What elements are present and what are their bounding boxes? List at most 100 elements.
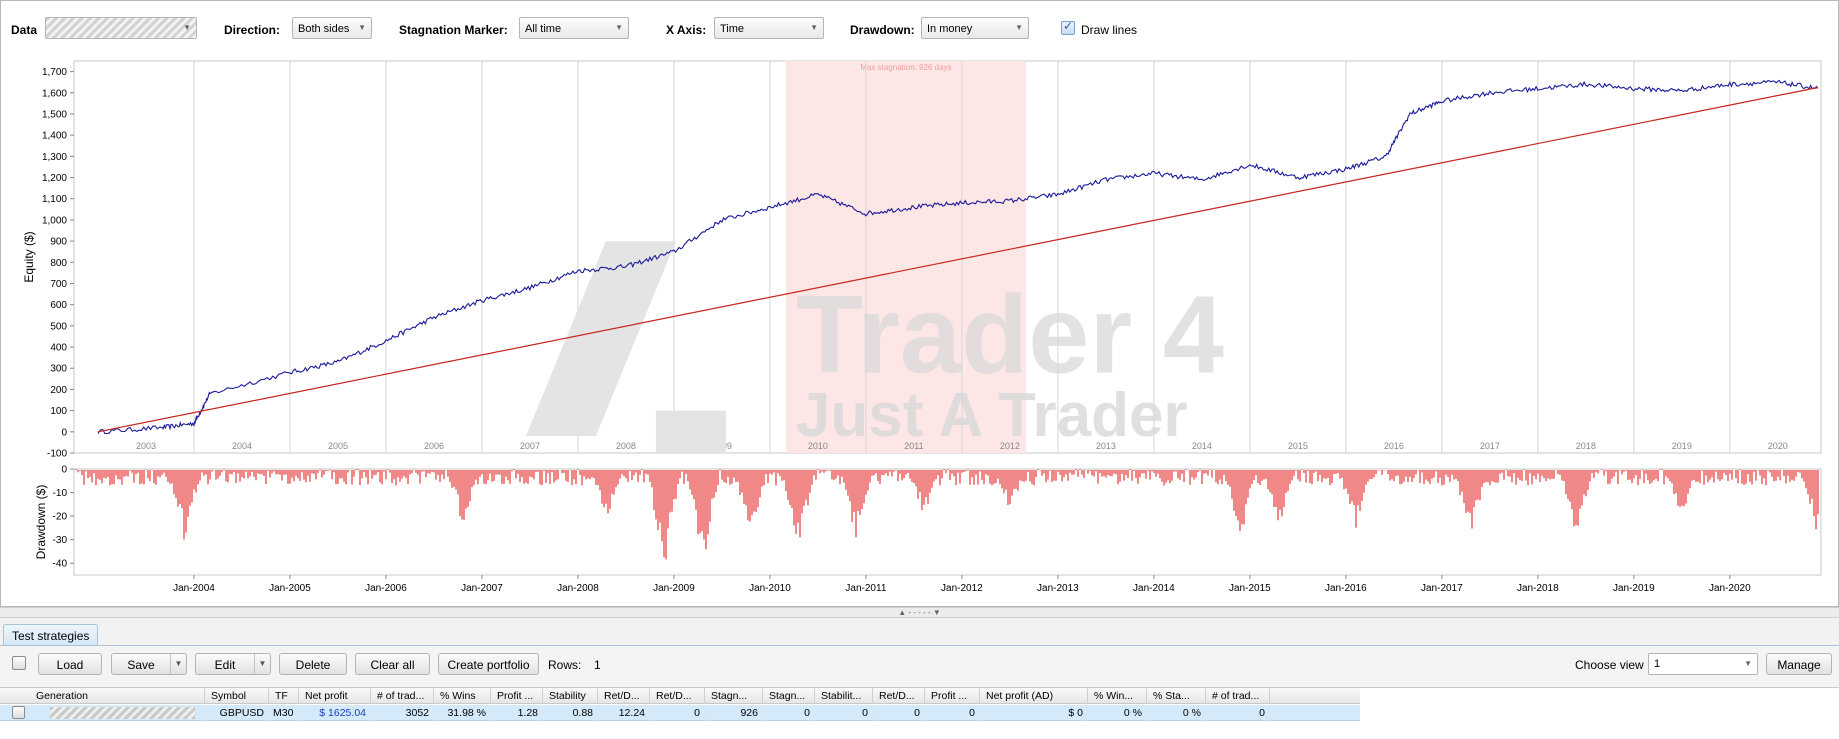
view-select[interactable]: 1 ▼ [1648,653,1758,675]
x-tick-label: Jan-2004 [173,583,215,594]
year-label: 2010 [808,441,828,451]
xaxis-select[interactable]: Time ▼ [714,17,824,39]
table-cell: 0 [1206,705,1270,721]
column-header[interactable]: % Wins [434,688,491,704]
stagnation-band [785,61,1026,453]
y-tick-label: 300 [50,364,67,375]
table-cell: 0 % [1088,705,1147,721]
chevron-down-icon: ▼ [1015,23,1023,32]
chevron-down-icon[interactable]: ▼ [254,654,270,674]
year-label: 2004 [232,441,252,451]
year-label: 2011 [904,441,923,451]
table-cell: 0 % [1147,705,1206,721]
column-header[interactable]: Profit ... [491,688,543,704]
row-checkbox[interactable] [12,706,25,719]
stagnation-label: Max stagnation: 926 days [860,63,951,72]
direction-select[interactable]: Both sides ▼ [292,17,372,39]
chart-panel: Data ▼ Direction: Both sides ▼ Stagnatio… [0,0,1839,607]
column-header[interactable]: Stabilit... [815,688,873,704]
table-header: Generation Symbol TF Net profit # of trad...… [0,688,1360,704]
load-button[interactable]: Load [38,653,102,675]
xaxis-value: Time [720,23,745,35]
x-tick-label: Jan-2005 [269,583,311,594]
column-header[interactable]: Symbol [205,688,269,704]
drawdown-select[interactable]: In money ▼ [921,17,1029,39]
stagnation-value: All time [525,23,562,35]
watermark-logo [525,241,676,437]
year-label: 2012 [1000,441,1020,451]
table-cell: 31.98 % [434,705,491,721]
x-tick-label: Jan-2012 [941,583,983,594]
clear-all-button[interactable]: Clear all [355,653,430,675]
year-label: 2007 [520,441,540,451]
select-all-checkbox[interactable] [12,656,26,670]
column-header[interactable]: Net profit [299,688,371,704]
delete-button[interactable]: Delete [279,653,347,675]
column-header[interactable]: Generation [30,688,205,704]
year-label: 2008 [616,441,636,451]
x-tick-label: Jan-2017 [1421,583,1463,594]
edit-label: Edit [214,658,236,672]
x-tick-label: Jan-2013 [1037,583,1079,594]
edit-button[interactable]: Edit ▼ [195,653,271,675]
year-label: 2005 [328,441,348,451]
table-cell: 0 [873,705,925,721]
table-row[interactable]: GBPUSD M30 $ 1625.04 3052 31.98 % 1.28 0.88 12.… [0,705,1360,721]
y-tick-label: 1,200 [42,173,67,184]
column-header[interactable]: Ret/D... [598,688,650,704]
column-header[interactable]: % Sta... [1147,688,1206,704]
column-header[interactable]: Profit ... [925,688,980,704]
draw-lines-checkbox[interactable]: ✓ [1061,19,1075,35]
x-tick-label: Jan-2010 [749,583,791,594]
year-label: 2014 [1192,441,1212,451]
column-header[interactable]: Stagn... [763,688,815,704]
tab-test-strategies[interactable]: Test strategies [3,624,99,645]
y-tick-label: 1,700 [42,67,67,78]
manage-button[interactable]: Manage [1766,653,1832,675]
y-tick-label: 200 [50,385,67,396]
column-header[interactable]: Stability [543,688,598,704]
create-portfolio-button[interactable]: Create portfolio [438,653,539,675]
x-tick-label: Jan-2016 [1325,583,1367,594]
save-button[interactable]: Save ▼ [111,653,187,675]
y-tick-label: 1,300 [42,152,67,163]
chevron-down-icon[interactable]: ▼ [170,654,186,674]
y-tick-label: 700 [50,279,67,290]
column-header[interactable]: TF [269,688,299,704]
trend-line [97,86,1818,433]
data-select[interactable]: ▼ [45,17,197,39]
strategies-table: Generation Symbol TF Net profit # of trad...… [0,687,1839,739]
y-tick-label: 600 [50,300,67,311]
table-cell: M30 [269,705,299,721]
y-tick-label: 800 [50,258,67,269]
results-panel: Test strategies Load Save ▼ Edit ▼ Delet… [0,618,1839,739]
column-header[interactable]: Ret/D... [873,688,925,704]
table-cell: GBPUSD [205,705,269,721]
watermark-logo-block [655,410,726,453]
x-tick-label: Jan-2007 [461,583,503,594]
x-tick-label: Jan-2020 [1709,583,1751,594]
column-header[interactable]: # of trad... [1206,688,1270,704]
column-header[interactable]: Net profit (AD) [980,688,1088,704]
stagnation-label: Stagnation Marker: [399,23,508,37]
table-cell: $ 1625.04 [299,705,371,721]
x-tick-label: Jan-2008 [557,583,599,594]
dd-y-tick-label: -40 [53,559,68,570]
column-header[interactable]: % Win... [1088,688,1147,704]
direction-value: Both sides [298,23,350,35]
column-header[interactable]: Stagn... [705,688,763,704]
x-tick-label: Jan-2015 [1229,583,1271,594]
drawdown-label: Drawdown: [850,23,915,37]
drawdown-value: In money [927,23,973,35]
x-tick-label: Jan-2009 [653,583,695,594]
panel-splitter[interactable]: ▲ - - - - - ▼ [0,607,1839,618]
direction-label: Direction: [224,23,281,37]
draw-lines-label: Draw lines [1081,23,1138,37]
dd-y-tick-label: -20 [53,512,68,523]
year-label: 2006 [424,441,444,451]
stagnation-select[interactable]: All time ▼ [519,17,629,39]
column-header[interactable]: Ret/D... [650,688,705,704]
table-cell: 0 [815,705,873,721]
column-header[interactable]: # of trad... [371,688,434,704]
